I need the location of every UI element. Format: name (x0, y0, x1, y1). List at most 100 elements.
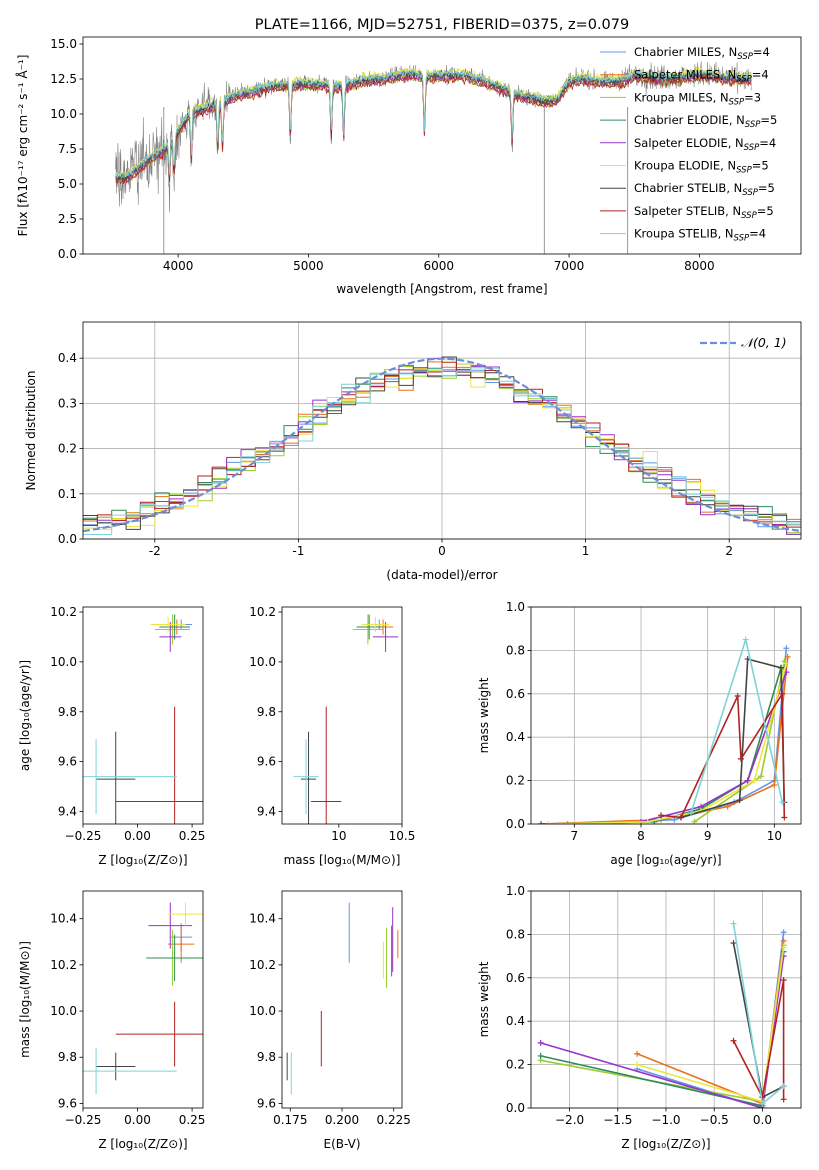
x-tick-label: 0.25 (179, 1113, 206, 1127)
axes-frame (281, 606, 403, 825)
x-tick-label: 10.5 (389, 829, 416, 843)
y-tick-label: 9.4 (257, 805, 276, 819)
age-vs-mass-plot (293, 614, 399, 824)
y-tick-label: 0.8 (506, 643, 525, 657)
legend-label-main: Kroupa ELODIE, N (634, 159, 736, 173)
y-tick-label: 15.0 (50, 37, 77, 51)
age-vs-mass-axes: 10 10.5 9.4 9.6 9.8 10.0 10.2 mass [log₁₀(M/M⊙)… (249, 605, 416, 867)
x-tick-label: 0.225 (377, 1113, 411, 1127)
legend-label-tail: =5 (760, 113, 777, 127)
legend-label-main: Chabrier ELODIE, N (634, 113, 745, 127)
y-tick-label: 0.0 (58, 532, 77, 546)
y-tick-label: 0.0 (506, 1101, 525, 1115)
legend-label: Kroupa ELODIE, NSSP=5 (634, 159, 769, 176)
spectrum-plot (115, 61, 752, 254)
mass-weight-marker (784, 653, 791, 660)
y-tick-label: 9.8 (58, 1050, 77, 1064)
mass-weight-line (732, 979, 785, 1100)
y-tick-label: 0.6 (506, 687, 525, 701)
y-tick-label: 0.4 (506, 1014, 525, 1028)
y-tick-label: 9.6 (257, 1096, 276, 1110)
mass-weight-marker (780, 929, 787, 936)
legend-label-sub: SSP (737, 52, 753, 62)
y-tick-label: 10.0 (249, 655, 276, 669)
legend-label-sub: SSP (734, 234, 750, 244)
y-tick-label: 10.2 (50, 605, 77, 619)
x-tick-label: −1.0 (651, 1113, 680, 1127)
legend-label-tail: =5 (752, 159, 769, 173)
x-axis-label: E(B-V) (323, 1137, 360, 1151)
mass-weight-vs-age-plot (538, 636, 791, 824)
mass-vs-ebv-plot (286, 902, 399, 1095)
mass-weight-marker (781, 814, 788, 821)
y-tick-label: 7.5 (58, 142, 77, 156)
legend-label-main: Salpeter STELIB, N (634, 204, 741, 218)
legend-label-sub: SSP (729, 97, 745, 107)
axes-frame (82, 606, 204, 825)
x-tick-label: 0.25 (179, 829, 206, 843)
x-tick-label: −0.25 (65, 829, 102, 843)
legend-label-tail: =5 (758, 181, 775, 195)
axes-frame (530, 890, 802, 1109)
mass-weight-line (540, 951, 785, 1107)
y-tick-label: 1.0 (506, 600, 525, 614)
x-tick-label: 0.200 (325, 1113, 359, 1127)
mass-weight-marker (538, 821, 544, 824)
axes-frame (530, 606, 802, 825)
legend-label-main: Kroupa MILES, N (634, 90, 729, 104)
y-tick-label: 10.0 (249, 1004, 276, 1018)
mass-weight-marker (736, 797, 743, 804)
y-axis-label: mass weight (477, 961, 491, 1037)
mass-weight-marker (634, 1050, 641, 1057)
legend-label-sub: SSP (736, 166, 752, 176)
mass-weight-marker (780, 976, 787, 983)
mass-weight-marker (537, 1052, 544, 1059)
y-tick-label: 0.2 (58, 442, 77, 456)
x-tick-label: 0.00 (124, 1113, 151, 1127)
mass-weight-line (540, 667, 782, 824)
y-tick-label: 10.2 (249, 605, 276, 619)
y-axis-label: mass [log₁₀(M/M⊙)] (18, 941, 32, 1058)
mass-weight-line (640, 671, 788, 823)
mass-weight-marker (634, 1061, 641, 1068)
y-tick-label: 10.0 (50, 107, 77, 121)
mass-weight-marker (724, 803, 731, 810)
y-tick-label: 9.4 (58, 805, 77, 819)
y-tick-label: 9.8 (257, 705, 276, 719)
mass-weight-line (660, 692, 786, 819)
legend-label-tail: =4 (752, 68, 769, 82)
x-tick-label: 10 (767, 829, 782, 843)
legend-label: 𝒩(0, 1) (741, 335, 787, 350)
x-tick-label: 0.00 (124, 829, 151, 843)
y-tick-label: 10.2 (50, 958, 77, 972)
mass-vs-Z-axes: −0.25 0.00 0.25 9.6 9.8 10.0 10.2 10.4 Z [log₁₀(… (18, 890, 206, 1151)
legend-label-tail: =3 (744, 90, 761, 104)
x-tick-label: -2 (149, 544, 161, 558)
legend-label-main: Salpeter MILES, N (634, 68, 736, 82)
mass-weight-marker (544, 821, 551, 824)
x-tick-label: 0.175 (273, 1113, 307, 1127)
axes-frame (82, 890, 204, 1109)
x-tick-label: 4000 (163, 259, 194, 273)
legend-label: Salpeter MILES, NSSP=4 (634, 68, 769, 85)
y-tick-label: 0.3 (58, 396, 77, 410)
histogram-step (83, 367, 801, 535)
y-tick-label: 10.2 (249, 958, 276, 972)
x-tick-label: 2 (725, 544, 733, 558)
mass-weight-marker (780, 1096, 787, 1103)
y-tick-label: 10.0 (50, 1004, 77, 1018)
mass-weight-marker (564, 821, 571, 824)
x-axis-label: Z [log₁₀(Z/Z⊙)] (621, 1137, 710, 1151)
x-tick-label: 0 (438, 544, 446, 558)
mass-weight-marker (783, 660, 790, 667)
legend-label-sub: SSP (741, 211, 757, 221)
mass-weight-marker (759, 1100, 766, 1107)
legend-label-tail: =4 (749, 227, 766, 241)
spectrum-axes: 4000 5000 6000 7000 8000 0.0 2.5 5.0 7.5 10.0 12.5… (15, 36, 802, 296)
y-axis-label: Normed distribution (24, 371, 38, 491)
residuals-axes: -2 -1 0 1 2 0.0 0.1 0.2 0.3 0.4 (data-model)/error… (24, 321, 802, 582)
x-tick-label: 7 (571, 829, 579, 843)
y-tick-label: 9.8 (257, 1050, 276, 1064)
legend-label-main: Chabrier STELIB, N (634, 181, 742, 195)
